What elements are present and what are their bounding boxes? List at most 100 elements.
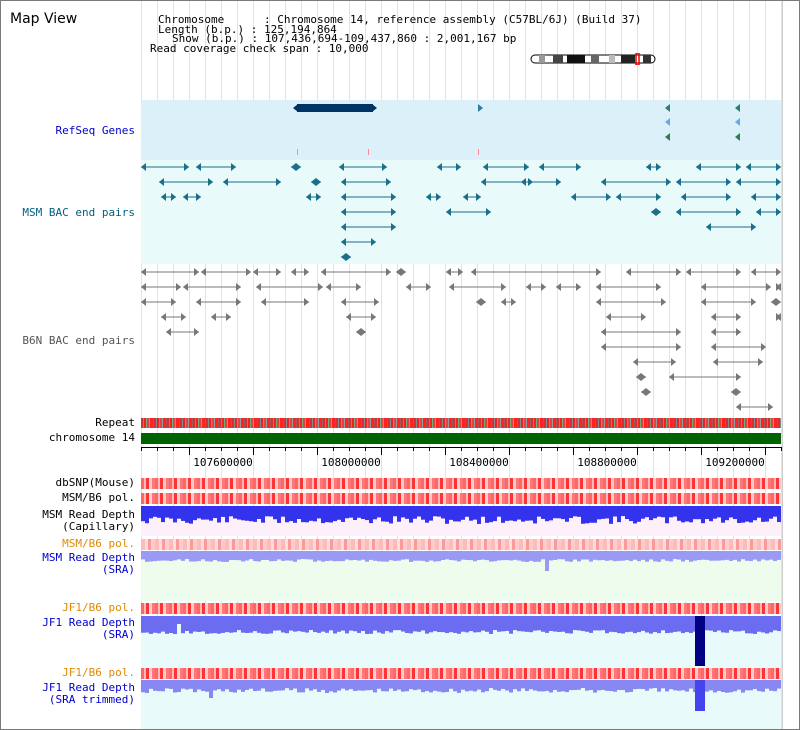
axis-tick (381, 447, 382, 455)
depth-bar (497, 506, 501, 517)
b6n-bac-pair-end (181, 313, 186, 321)
depth-bar (657, 616, 661, 634)
jf1-b6-pol-label: JF1/B6 pol. (62, 601, 135, 614)
depth-bar (713, 506, 717, 519)
depth-bar (233, 616, 237, 633)
depth-bar (321, 680, 325, 691)
depth-bar (289, 551, 293, 561)
dbsnp-track[interactable] (141, 478, 781, 489)
msm-b6-pol-2-track[interactable] (141, 539, 781, 550)
depth-bar (317, 506, 321, 519)
depth-bar (285, 506, 289, 523)
b6n-bac-end-pairs-track[interactable] (141, 264, 781, 414)
depth-bar (773, 680, 777, 692)
depth-bar (481, 680, 485, 693)
depth-bar (593, 616, 597, 631)
b6n-bac-pair-end (141, 268, 146, 276)
msm-bac-end-pairs-label[interactable]: MSM BAC end pairs (22, 206, 135, 219)
grid-line (365, 1, 366, 729)
chromosome-bar[interactable] (141, 433, 781, 444)
depth-bar (541, 680, 545, 692)
depth-bar (721, 616, 725, 633)
depth-bar (485, 680, 489, 692)
depth-bar (193, 506, 197, 521)
axis-tick (477, 447, 478, 451)
depth-bar (473, 680, 477, 692)
depth-bar (421, 506, 425, 520)
b6n-bac-pair-end (261, 298, 266, 306)
depth-bar (677, 616, 681, 632)
depth-bar (209, 680, 213, 698)
depth-bar (289, 616, 293, 631)
b6n-bac-end-pairs-label[interactable]: B6N BAC end pairs (22, 334, 135, 347)
refseq-genes-track[interactable] (141, 100, 781, 160)
b6n-bac-pair-end (161, 313, 166, 321)
depth-bar (209, 616, 213, 634)
b6n-bac-pair-end (736, 388, 741, 396)
depth-bar (593, 680, 597, 693)
depth-bar (341, 551, 345, 562)
b6n-bac-pair-end (356, 283, 361, 291)
b6n-bac-pair-end (541, 283, 546, 291)
depth-bar (653, 616, 657, 633)
depth-bar (437, 680, 441, 692)
msm-bac-pair-end (656, 193, 661, 201)
depth-bar (141, 680, 145, 693)
msm-read-depth-capillary-track[interactable] (141, 506, 781, 526)
depth-bar (165, 551, 169, 561)
depth-bar (749, 680, 753, 691)
depth-bar (485, 616, 489, 632)
depth-bar (397, 680, 401, 690)
msm-read-depth-sra-track[interactable] (141, 551, 781, 575)
jf1-b6-pol-2-track[interactable] (141, 668, 781, 679)
refseq-genes-label[interactable]: RefSeq Genes (55, 124, 135, 137)
grid-line (189, 1, 190, 729)
depth-bar (521, 680, 525, 689)
depth-bar (553, 616, 557, 632)
depth-bar (357, 551, 361, 561)
depth-bar (333, 616, 337, 634)
depth-bar (241, 506, 245, 521)
msm-b6-pol-track[interactable] (141, 493, 781, 504)
repeat-track[interactable] (141, 418, 781, 428)
depth-bar (661, 551, 665, 560)
depth-bar (269, 506, 273, 517)
depth-bar (609, 680, 613, 692)
depth-bar (421, 680, 425, 693)
msm-bac-pair-end (571, 193, 576, 201)
msm-bac-pair-end (341, 238, 346, 246)
b6n-bac-pair-end (641, 373, 646, 381)
depth-bar (509, 551, 513, 561)
depth-bar (669, 616, 673, 633)
depth-bar (433, 680, 437, 691)
msm-bac-pair-end (696, 163, 701, 171)
jf1-read-depth-sra-track[interactable] (141, 616, 781, 668)
msm-bac-end-pairs-track[interactable] (141, 160, 781, 264)
msm-read-depth-sra-sublabel: (SRA) (101, 563, 135, 576)
depth-bar (641, 680, 645, 689)
depth-bar (697, 506, 701, 520)
jf1-b6-pol-track[interactable] (141, 603, 781, 614)
depth-bar (633, 616, 637, 634)
depth-bar (177, 551, 181, 560)
jf1-read-depth-trimmed-track[interactable] (141, 680, 781, 714)
b6n-bac-pair-end (661, 298, 666, 306)
depth-bar (493, 506, 497, 522)
depth-bar (725, 551, 729, 560)
depth-bar (177, 616, 181, 624)
b6n-bac-pair-end (194, 328, 199, 336)
grid-line (669, 1, 670, 729)
msm-b6-pol-2-label: MSM/B6 pol. (62, 537, 135, 550)
depth-bar (501, 680, 505, 689)
depth-bar (309, 506, 313, 521)
b6n-bac-pair-end (701, 283, 706, 291)
depth-bar (337, 551, 341, 562)
grid-line (397, 1, 398, 729)
depth-bar (297, 551, 301, 560)
depth-bar (397, 551, 401, 561)
depth-bar (445, 680, 449, 693)
axis-tick (349, 447, 350, 451)
b6n-bac-pair-end (633, 358, 638, 366)
chromosome-ideogram-icon[interactable] (529, 53, 659, 65)
depth-bar (529, 680, 533, 690)
